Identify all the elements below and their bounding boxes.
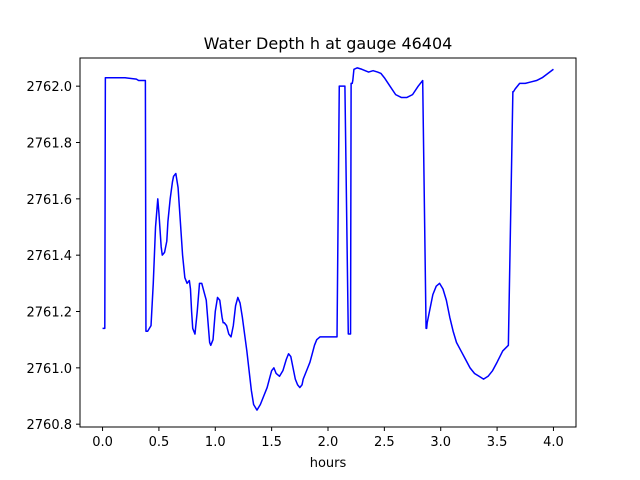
plot-background	[80, 58, 576, 427]
x-axis-label: hours	[310, 456, 347, 471]
x-tick-label: 4.0	[543, 435, 564, 450]
x-tick-label: 1.5	[261, 435, 282, 450]
x-axis: 0.0 0.5 1.0 1.5 2.0 2.5 3.0 3.5 4.0	[92, 427, 564, 450]
y-tick-label: 2761.2	[27, 306, 73, 321]
y-tick-label: 2760.8	[27, 418, 73, 433]
series-line	[102, 67, 554, 411]
y-axis: 2760.8 2761.0 2761.2 2761.4 2761.6 2761.8 2762…	[27, 80, 80, 433]
plot-area	[102, 67, 554, 411]
y-tick-label: 2761.4	[27, 249, 73, 264]
chart-title: Water Depth h at gauge 46404	[204, 34, 453, 53]
y-tick-label: 2762.0	[27, 80, 73, 95]
x-tick-label: 0.5	[149, 435, 170, 450]
y-tick-label: 2761.0	[27, 362, 73, 377]
x-tick-label: 0.0	[92, 435, 113, 450]
x-tick-label: 3.0	[430, 435, 451, 450]
y-tick-label: 2761.6	[27, 193, 73, 208]
y-tick-label: 2761.8	[27, 137, 73, 152]
x-tick-label: 2.5	[374, 435, 395, 450]
x-tick-label: 1.0	[205, 435, 226, 450]
x-tick-label: 3.5	[487, 435, 508, 450]
x-tick-label: 2.0	[318, 435, 339, 450]
plot-frame	[79, 57, 577, 428]
